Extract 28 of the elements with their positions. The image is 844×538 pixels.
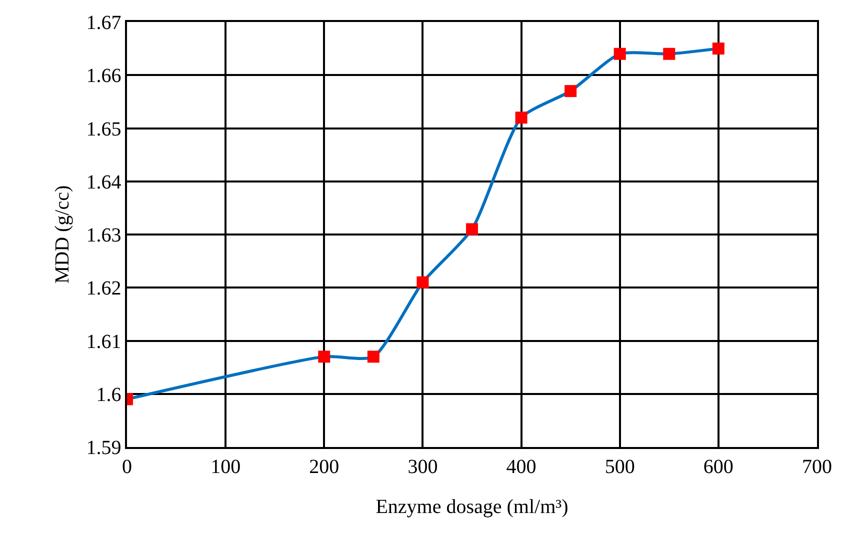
- y-tick-label: 1.59: [86, 437, 122, 459]
- y-tick-label: 1.6: [96, 384, 122, 406]
- y-tick-label: 1.61: [86, 330, 122, 353]
- point: [466, 223, 478, 236]
- x-tick-label: 200: [309, 456, 340, 478]
- y-tick-label: 1.62: [86, 278, 122, 300]
- x-tick-label: 600: [703, 456, 734, 478]
- point: [663, 48, 676, 60]
- x-tick-label: 500: [604, 456, 635, 478]
- y-tick-label: 1.64: [86, 171, 122, 194]
- x-tick-label: 300: [408, 456, 438, 478]
- point: [614, 48, 626, 60]
- x-axis-title: Enzyme dosage (ml/m³): [376, 496, 568, 518]
- point: [712, 42, 724, 55]
- point: [318, 350, 330, 363]
- y-axis-title: MDD (g/cc): [51, 185, 74, 284]
- point: [416, 276, 429, 288]
- y-tick-label: 1.67: [86, 12, 122, 34]
- x-tick-label: 400: [506, 456, 536, 478]
- x-tick-label: 100: [210, 456, 241, 478]
- x-tick-label: 0: [122, 456, 132, 478]
- y-tick-label: 1.63: [86, 224, 122, 246]
- y-tick-label: 1.66: [86, 65, 122, 88]
- y-tick-label: 1.65: [86, 118, 122, 140]
- point: [515, 112, 528, 124]
- point: [564, 85, 577, 98]
- point: [367, 350, 380, 363]
- x-tick-label: 700: [802, 456, 832, 478]
